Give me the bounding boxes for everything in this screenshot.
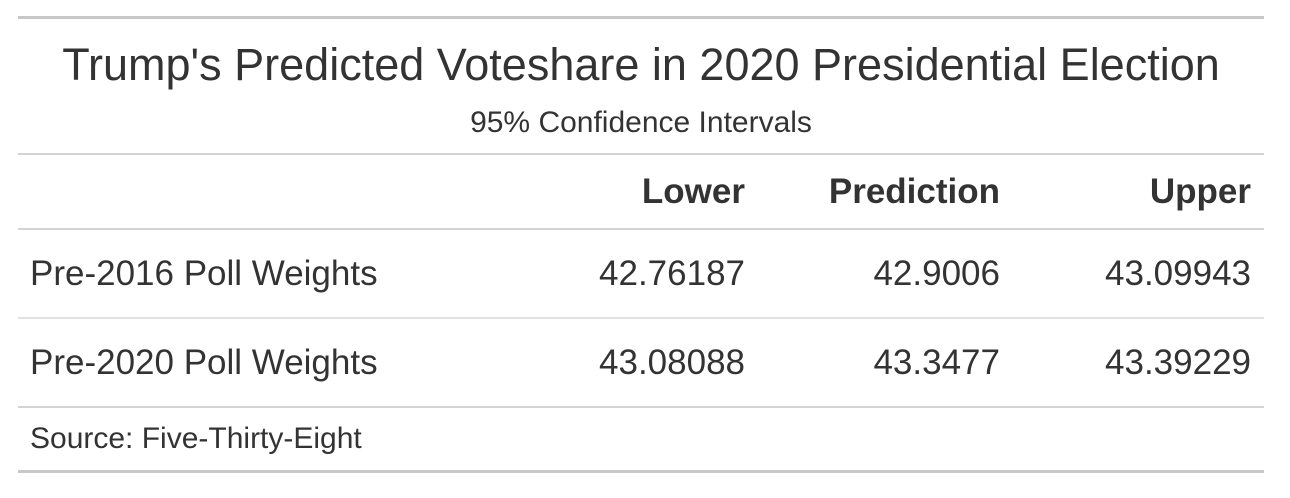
row-label: Pre-2016 Poll Weights [30,253,378,293]
table-row: Pre-2016 Poll Weights 42.76187 42.9006 4… [18,230,1264,317]
table-title: Trump's Predicted Voteshare in 2020 Pres… [62,39,1220,90]
prediction-value: 42.9006 [873,253,1000,293]
upper-value: 43.39229 [1105,342,1251,382]
body-bottom-rule [18,406,1264,408]
prediction-value: 43.3477 [873,342,1000,382]
column-header-row: Lower Prediction Upper [18,155,1264,228]
heading-divider [18,153,1264,155]
column-header-lower: Lower [641,171,745,211]
table-bottom-rule [18,470,1264,473]
row-divider [18,317,1264,319]
row-label: Pre-2020 Poll Weights [30,342,378,382]
header-divider [18,228,1264,230]
column-header-upper: Upper [1149,171,1251,211]
upper-value: 43.09943 [1105,253,1251,293]
column-header-prediction: Prediction [828,171,1000,211]
table-row: Pre-2020 Poll Weights 43.08088 43.3477 4… [18,319,1264,406]
lower-value: 42.76187 [599,253,745,293]
table-heading: Trump's Predicted Voteshare in 2020 Pres… [18,19,1264,153]
table-top-rule [18,16,1264,19]
results-table: Trump's Predicted Voteshare in 2020 Pres… [18,16,1264,473]
lower-value: 43.08088 [599,342,745,382]
table-subtitle: 95% Confidence Intervals [470,106,812,139]
source-note: Source: Five-Thirty-Eight [30,422,362,455]
